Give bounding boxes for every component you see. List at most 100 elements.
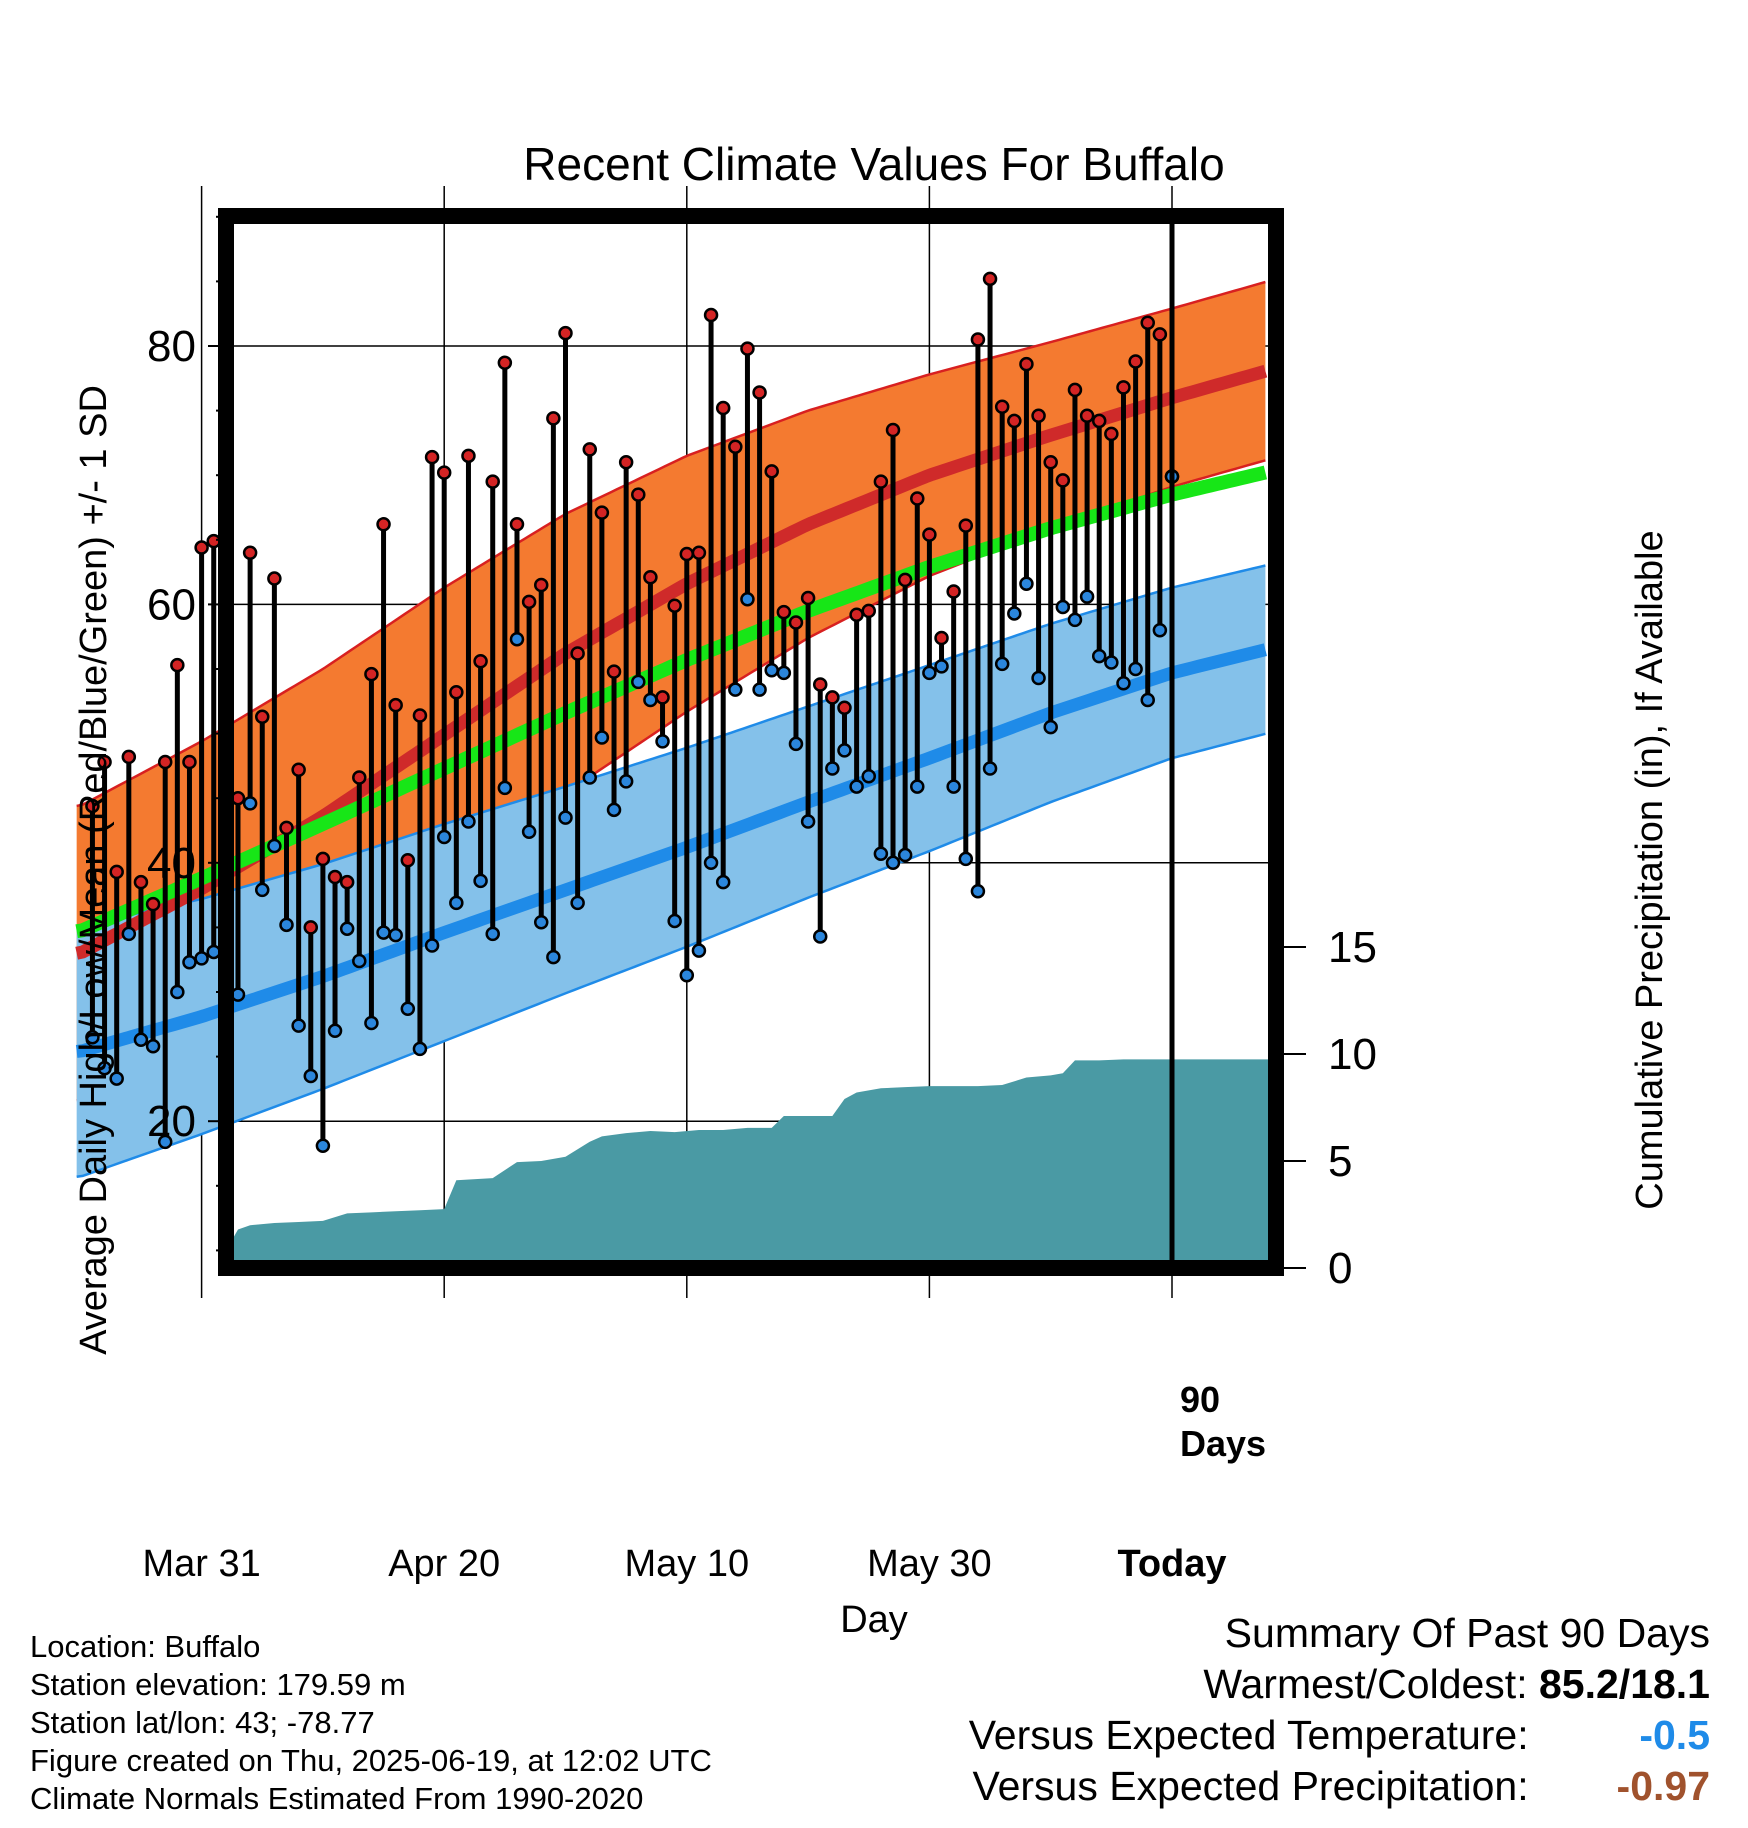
versus-temp-label: Versus Expected Temperature: [968, 1712, 1529, 1758]
x-tick-label: Apr 20 [388, 1543, 500, 1585]
daily-low-point [667, 913, 682, 929]
daily-low-point [412, 1041, 428, 1057]
daily-high-point [388, 697, 403, 713]
daily-low-point [279, 917, 294, 933]
daily-low-point [400, 1001, 416, 1017]
daily-low-point [267, 838, 282, 854]
daily-low-point [1007, 606, 1022, 621]
precip-area [226, 1059, 1276, 1268]
daily-high-point [631, 487, 646, 502]
y2-tick-label: 15 [1328, 923, 1377, 972]
daily-low-point [509, 632, 525, 647]
daily-high-point [157, 754, 173, 770]
daily-low-point [327, 1023, 343, 1039]
daily-high-point [85, 798, 100, 814]
daily-low-point [1055, 599, 1071, 615]
daily-high-point [1043, 455, 1058, 470]
daily-low-point [242, 796, 258, 811]
daily-low-point [194, 951, 209, 966]
daily-low-point [1067, 612, 1083, 628]
daily-high-point [655, 690, 670, 705]
daily-high-point [703, 307, 719, 323]
daily-low-point [703, 855, 719, 871]
daily-high-point [242, 545, 258, 560]
normal-low-line [75, 643, 1267, 1058]
daily-high-point [970, 332, 986, 347]
daily-low-point [825, 761, 840, 776]
daily-low-point [1152, 622, 1168, 638]
daily-high-point [521, 594, 537, 610]
daily-high-point [509, 517, 525, 532]
daily-high-point [861, 603, 876, 619]
y-tick-label: 40 [147, 839, 196, 888]
daily-high-point [485, 474, 500, 489]
daily-low-point [691, 943, 707, 958]
daily-high-point [1055, 473, 1071, 488]
daily-high-point [922, 527, 937, 542]
daily-low-point [1116, 675, 1131, 691]
daily-high-point [194, 540, 209, 555]
daily-high-point [618, 455, 634, 470]
daily-high-point [667, 598, 682, 613]
daily-high-point [461, 448, 476, 464]
plot-frame [218, 208, 1284, 1276]
daily-low-point [715, 874, 731, 890]
daily-high-point [255, 709, 270, 725]
daily-low-point [570, 895, 585, 911]
daily-low-point [1140, 692, 1155, 708]
daily-high-point [1007, 413, 1022, 429]
daily-high-point [109, 864, 124, 880]
today-label-line2: Days [1180, 1423, 1266, 1464]
x-tick-label: Mar 31 [142, 1543, 260, 1585]
daily-low-point [994, 656, 1010, 672]
daily-high-point [497, 355, 513, 371]
chart-title: Recent Climate Values For Buffalo [523, 138, 1224, 190]
daily-high-point [182, 754, 197, 770]
daily-high-point [473, 653, 488, 669]
daily-high-point [1152, 327, 1168, 342]
daily-low-point [558, 810, 573, 825]
daily-low-point [897, 847, 913, 863]
daily-low-point [85, 1029, 100, 1045]
daily-high-point [740, 341, 755, 356]
daily-low-point [934, 659, 949, 674]
daily-low-point [812, 929, 828, 944]
daily-low-point [436, 829, 452, 845]
daily-low-point [97, 1060, 112, 1076]
daily-high-point [97, 754, 112, 770]
daily-low-point [982, 761, 998, 776]
daily-high-point [1067, 382, 1083, 398]
y-tick-label: 80 [147, 322, 196, 371]
daily-low-point [582, 770, 598, 785]
versus-temp-row: Versus Expected Temperature: -0.5 [969, 1710, 1710, 1761]
daily-low-point [873, 846, 889, 862]
daily-low-point [1128, 661, 1143, 677]
warmest-coldest-label: Warmest/Coldest: [1203, 1661, 1528, 1707]
today-label-line1: 90 [1180, 1379, 1220, 1420]
y-tick-label: 60 [147, 580, 196, 629]
daily-low-point [376, 925, 391, 940]
daily-low-point [922, 665, 937, 681]
warmest-coldest-value: 85.2/18.1 [1539, 1661, 1710, 1707]
daily-high-point [800, 590, 816, 606]
y2-tick-label: 10 [1328, 1030, 1377, 1079]
daily-low-point [606, 802, 622, 818]
created-text: Figure created on Thu, 2025-06-19, at 12… [30, 1743, 712, 1778]
daily-high-point [776, 604, 792, 620]
daily-high-point [279, 820, 294, 836]
summary-heading: Summary Of Past 90 Days [1224, 1610, 1710, 1656]
daily-low-point [655, 734, 670, 749]
daily-high-point [352, 770, 367, 785]
daily-low-point [339, 921, 355, 936]
daily-low-point [473, 873, 488, 889]
daily-low-point [546, 949, 561, 965]
daily-low-point [206, 944, 221, 960]
daily-low-point [1031, 670, 1046, 686]
daily-low-point [388, 927, 403, 943]
versus-precip-row: Versus Expected Precipitation: -0.97 [969, 1761, 1711, 1812]
daily-high-point [267, 571, 282, 586]
daily-high-point [934, 630, 949, 646]
daily-high-point [570, 646, 585, 661]
daily-low-point [776, 665, 792, 681]
